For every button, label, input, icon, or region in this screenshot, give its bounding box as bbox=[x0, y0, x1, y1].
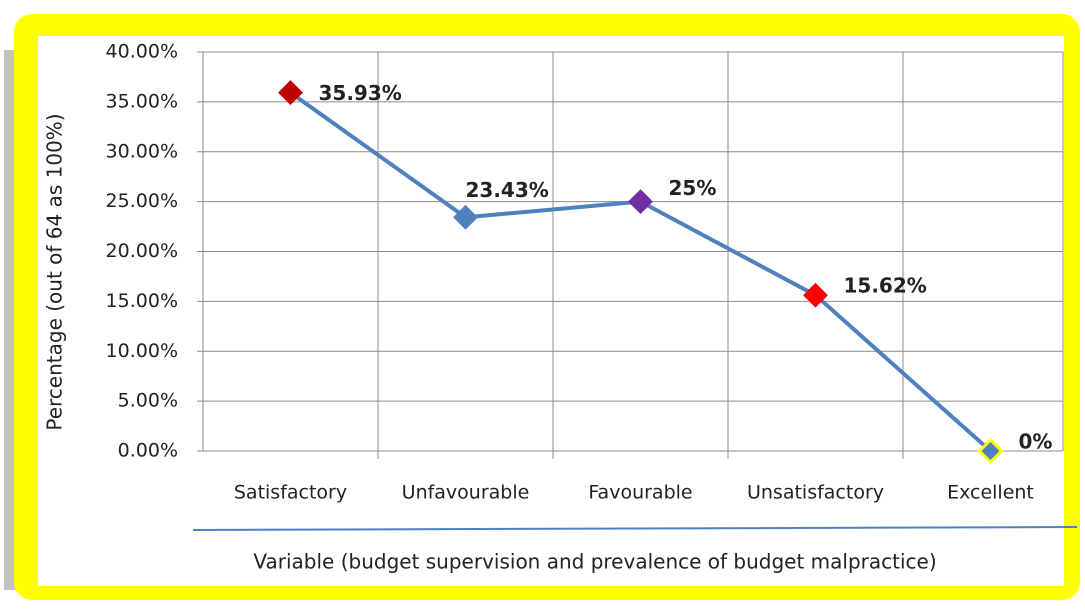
x-tick-label: Excellent bbox=[947, 482, 1034, 504]
data-label: 35.93% bbox=[319, 81, 402, 105]
marker bbox=[803, 282, 828, 308]
x-tick-label: Favourable bbox=[588, 482, 692, 504]
marker bbox=[278, 80, 303, 106]
panel bbox=[38, 36, 1064, 586]
divider bbox=[192, 526, 1078, 531]
marker bbox=[453, 204, 478, 230]
y-tick-label: 40.00% bbox=[106, 41, 178, 63]
y-axis-title: Percentage (out of 64 as 100%) bbox=[43, 113, 67, 430]
data-label: 25% bbox=[669, 176, 717, 200]
y-tick-label: 10.00% bbox=[106, 340, 178, 362]
marker bbox=[977, 437, 1004, 465]
data-label: 23.43% bbox=[466, 178, 549, 202]
data-label: 15.62% bbox=[844, 274, 927, 298]
x-axis-title: Variable (budget supervision and prevale… bbox=[253, 550, 936, 574]
x-tick-label: Satisfactory bbox=[234, 482, 347, 504]
data-label: 0% bbox=[1019, 430, 1053, 454]
y-tick-label: 5.00% bbox=[118, 390, 178, 412]
x-tick-label: Unsatisfactory bbox=[747, 482, 884, 504]
y-tick-label: 30.00% bbox=[106, 140, 178, 162]
y-tick-label: 35.00% bbox=[106, 90, 178, 112]
x-tick-label: Unfavourable bbox=[402, 482, 530, 504]
y-tick-label: 25.00% bbox=[106, 190, 178, 212]
y-tick-label: 20.00% bbox=[106, 240, 178, 262]
y-tick-label: 0.00% bbox=[118, 440, 178, 462]
marker bbox=[628, 189, 653, 215]
y-tick-label: 15.00% bbox=[106, 290, 178, 312]
